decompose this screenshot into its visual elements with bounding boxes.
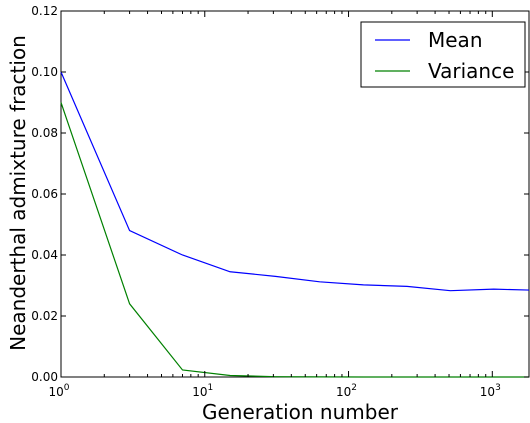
y-axis-label: Neanderthal admixture fraction xyxy=(6,35,30,351)
y-tick-label: 0.04 xyxy=(31,248,58,262)
y-tick-label: 0.00 xyxy=(31,370,58,384)
y-tick-label: 0.12 xyxy=(31,4,58,18)
x-tick-label: 103 xyxy=(480,383,501,399)
y-tick-label: 0.06 xyxy=(31,187,58,201)
y-tick-label: 0.08 xyxy=(31,126,58,140)
series-line-mean xyxy=(60,71,530,292)
series-line-variance xyxy=(60,102,529,378)
x-axis-label: Generation number xyxy=(202,400,399,423)
axis-ticks xyxy=(60,10,529,378)
legend-label-mean: Mean xyxy=(428,28,483,52)
x-tick-label: 102 xyxy=(336,383,357,399)
y-tick-label: 0.02 xyxy=(31,309,58,323)
x-tick-label: 101 xyxy=(192,383,213,399)
tick-labels: 0.00 0.02 0.04 0.06 0.08 0.10 0.12 100 101 102 103 xyxy=(31,4,501,399)
legend-label-variance: Variance xyxy=(428,59,514,83)
legend-box xyxy=(360,21,526,88)
series-layer xyxy=(60,71,530,378)
y-tick-label: 0.10 xyxy=(31,65,58,79)
x-tick-label: 100 xyxy=(48,383,69,399)
legend: Mean Variance xyxy=(360,21,526,88)
